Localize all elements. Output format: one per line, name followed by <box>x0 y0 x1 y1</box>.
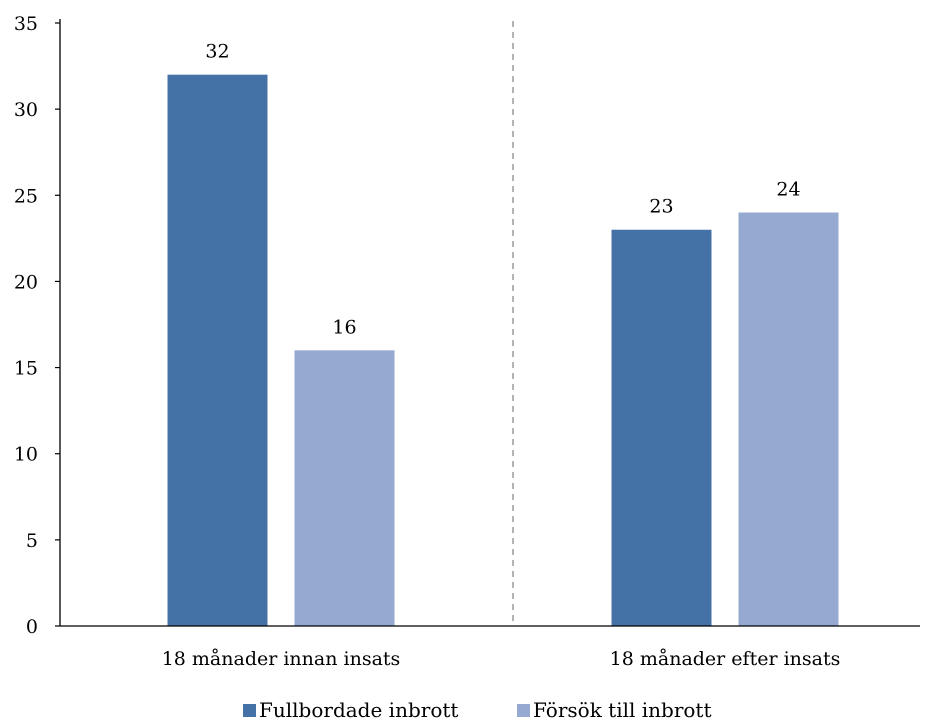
y-tick-label: 20 <box>14 271 38 293</box>
y-tick-label: 15 <box>14 358 38 380</box>
bar-data-label: 23 <box>649 196 673 218</box>
y-axis: 0 5 10 15 20 25 30 35 <box>14 13 61 638</box>
bars <box>167 74 839 626</box>
y-tick-label: 30 <box>14 99 38 121</box>
x-category-label: 18 månader innan insats <box>162 648 401 670</box>
y-tick-label: 25 <box>14 185 38 207</box>
bar <box>294 350 395 626</box>
y-tick-label: 10 <box>14 444 38 466</box>
y-tick-label: 5 <box>26 530 38 552</box>
legend-swatch <box>517 704 530 717</box>
bar-data-label: 32 <box>205 41 229 63</box>
x-category-label: 18 månader efter insats <box>610 648 841 670</box>
x-axis: 18 månader innan insats 18 månader efter … <box>60 625 920 670</box>
y-tick-label: 35 <box>14 13 38 35</box>
bar-data-label: 24 <box>776 179 800 201</box>
data-labels: 32 23 16 24 <box>205 41 800 339</box>
legend: Fullbordade inbrott Försök till inbrott <box>243 698 712 722</box>
bar-data-label: 16 <box>332 316 356 338</box>
legend-label: Försök till inbrott <box>533 698 712 722</box>
legend-swatch <box>243 704 256 717</box>
bar <box>738 212 839 626</box>
bar <box>611 229 712 626</box>
legend-label: Fullbordade inbrott <box>259 698 458 722</box>
bar <box>167 74 268 626</box>
y-tick-label: 0 <box>26 616 38 638</box>
